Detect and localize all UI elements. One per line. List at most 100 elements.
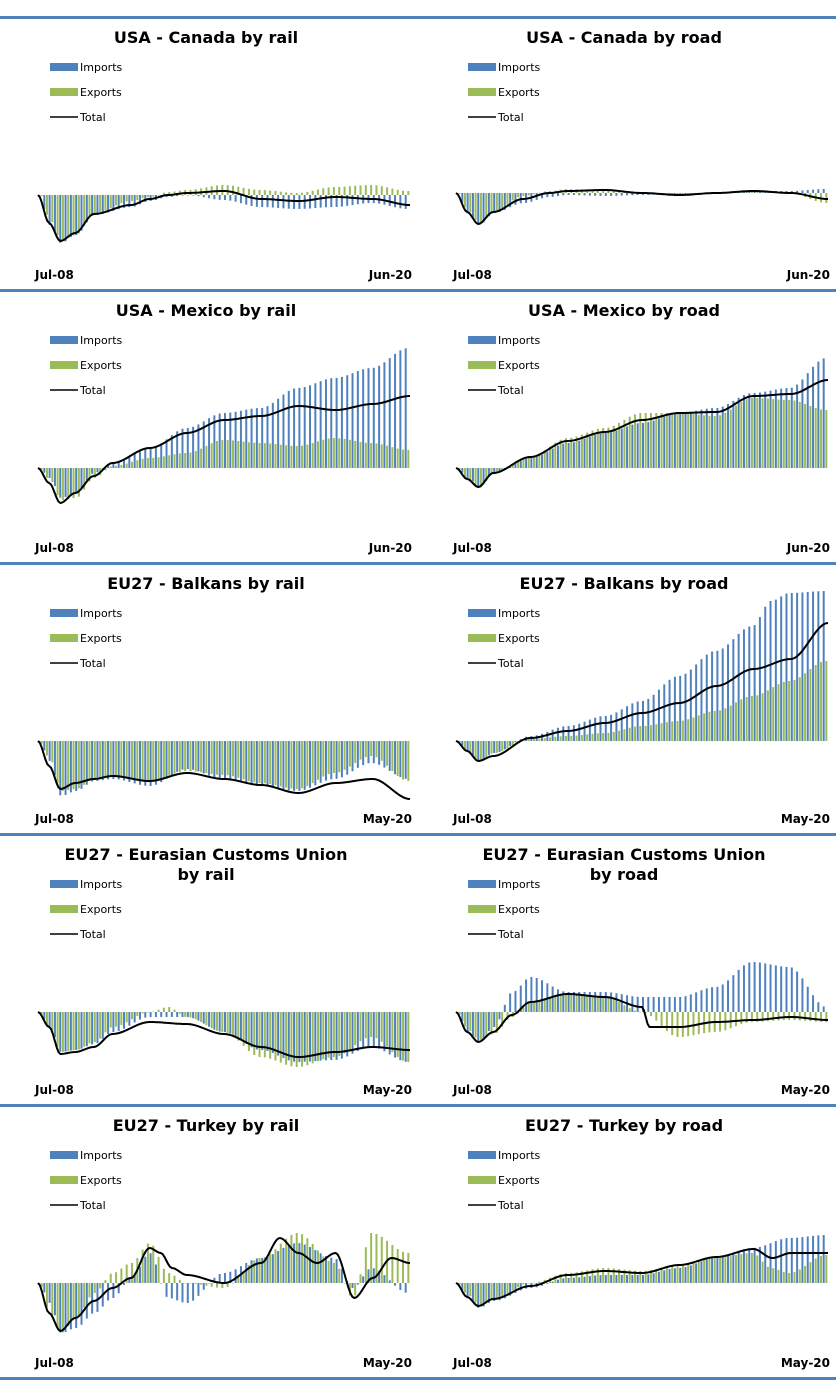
bar-exports [607, 997, 610, 1012]
bar-exports [72, 468, 75, 499]
bar-exports [210, 1012, 213, 1029]
bar-exports [628, 416, 631, 468]
bar-imports [75, 1283, 78, 1328]
bar-imports [372, 741, 375, 764]
bar-imports [91, 1012, 94, 1045]
chart-legend: Imports Exports Total [468, 334, 541, 397]
bar-imports [309, 385, 312, 468]
bar-exports [242, 1012, 245, 1046]
bar-imports [562, 443, 565, 468]
bar-imports [80, 195, 83, 231]
bar-imports [202, 421, 205, 468]
bar-exports [306, 1238, 309, 1283]
bar-exports [607, 1268, 610, 1283]
bar-exports [788, 1012, 791, 1020]
bar-imports [356, 371, 359, 468]
bar-imports [689, 193, 692, 194]
bar-exports [157, 457, 160, 468]
bar-exports [559, 1273, 562, 1283]
legend-label-total: Total [497, 1199, 524, 1212]
bar-imports [615, 430, 618, 468]
bar-exports [804, 673, 807, 741]
bar-imports [535, 456, 538, 468]
chart-svg: USA - Mexico by road Imports Exports Total J… [452, 301, 830, 555]
bar-exports [756, 1012, 759, 1022]
bar-imports [620, 428, 623, 468]
bar-imports [404, 741, 407, 779]
bar-exports [173, 454, 176, 468]
bar-imports [138, 1266, 141, 1283]
bar-exports [708, 415, 711, 468]
bar-imports [107, 1012, 110, 1034]
bar-exports [761, 1012, 764, 1022]
bar-imports [170, 435, 173, 468]
bar-exports [178, 453, 181, 468]
bar-imports [594, 193, 597, 196]
bar-imports [399, 1012, 402, 1061]
bar-imports [727, 404, 730, 468]
bar-exports [729, 1256, 732, 1283]
bar-exports [162, 1007, 165, 1012]
bar-exports [485, 193, 488, 218]
bar-imports [293, 741, 296, 791]
legend-swatch-exports [468, 361, 496, 369]
bar-imports [287, 1012, 290, 1061]
bar-exports [549, 997, 551, 1012]
bar-imports [556, 445, 559, 468]
bar-exports [402, 1251, 405, 1283]
legend-label-imports: Imports [80, 334, 123, 347]
bar-imports [822, 1235, 825, 1283]
bar-exports [671, 413, 674, 468]
bar-exports [152, 1011, 155, 1013]
bar-imports [367, 1269, 370, 1283]
bar-imports [202, 1283, 205, 1290]
bar-imports [466, 468, 469, 478]
bar-imports [801, 978, 804, 1012]
bar-exports [56, 195, 59, 236]
bar-exports [586, 1270, 589, 1283]
bar-imports [610, 714, 613, 741]
bar-exports [820, 409, 823, 468]
bar-imports [461, 193, 464, 203]
bar-exports [370, 1233, 373, 1283]
bar-imports [277, 741, 280, 789]
bar-imports [642, 700, 644, 741]
bar-exports [533, 738, 536, 741]
bar-exports [644, 725, 647, 741]
bar-imports [748, 393, 751, 468]
bar-imports [69, 741, 72, 793]
bar-imports [234, 411, 237, 468]
bar-imports [753, 962, 756, 1012]
bar-imports [208, 195, 211, 199]
bar-exports [766, 398, 769, 468]
bar-exports [301, 192, 304, 195]
bar-exports [479, 1012, 482, 1040]
bar-imports [85, 468, 88, 481]
bar-imports [546, 451, 549, 468]
bar-exports [285, 1012, 288, 1065]
bar-exports [522, 457, 525, 468]
bar-imports [261, 1012, 264, 1051]
bar-imports [378, 1012, 381, 1049]
bar-imports [340, 1012, 343, 1059]
bar-exports [343, 1012, 346, 1054]
bar-imports [96, 195, 99, 215]
bar-exports [745, 697, 748, 741]
bar-imports [466, 1283, 469, 1298]
bar-exports [639, 1270, 642, 1283]
bar-imports [817, 1002, 820, 1012]
bar-exports [332, 438, 335, 468]
bar-exports [295, 1233, 298, 1283]
bar-exports [210, 443, 213, 468]
bar-imports [657, 418, 660, 468]
bar-exports [750, 1253, 753, 1283]
chart-legend: Imports Exports Total [50, 607, 123, 670]
bar-exports [152, 195, 155, 197]
bar-exports [56, 741, 59, 784]
chart-title: EU27 - Eurasian Customs Union [64, 845, 347, 864]
bar-exports [575, 735, 578, 741]
bar-exports [391, 1245, 394, 1283]
bar-imports [394, 195, 397, 208]
bar-exports [93, 195, 96, 213]
bar-exports [538, 738, 541, 741]
